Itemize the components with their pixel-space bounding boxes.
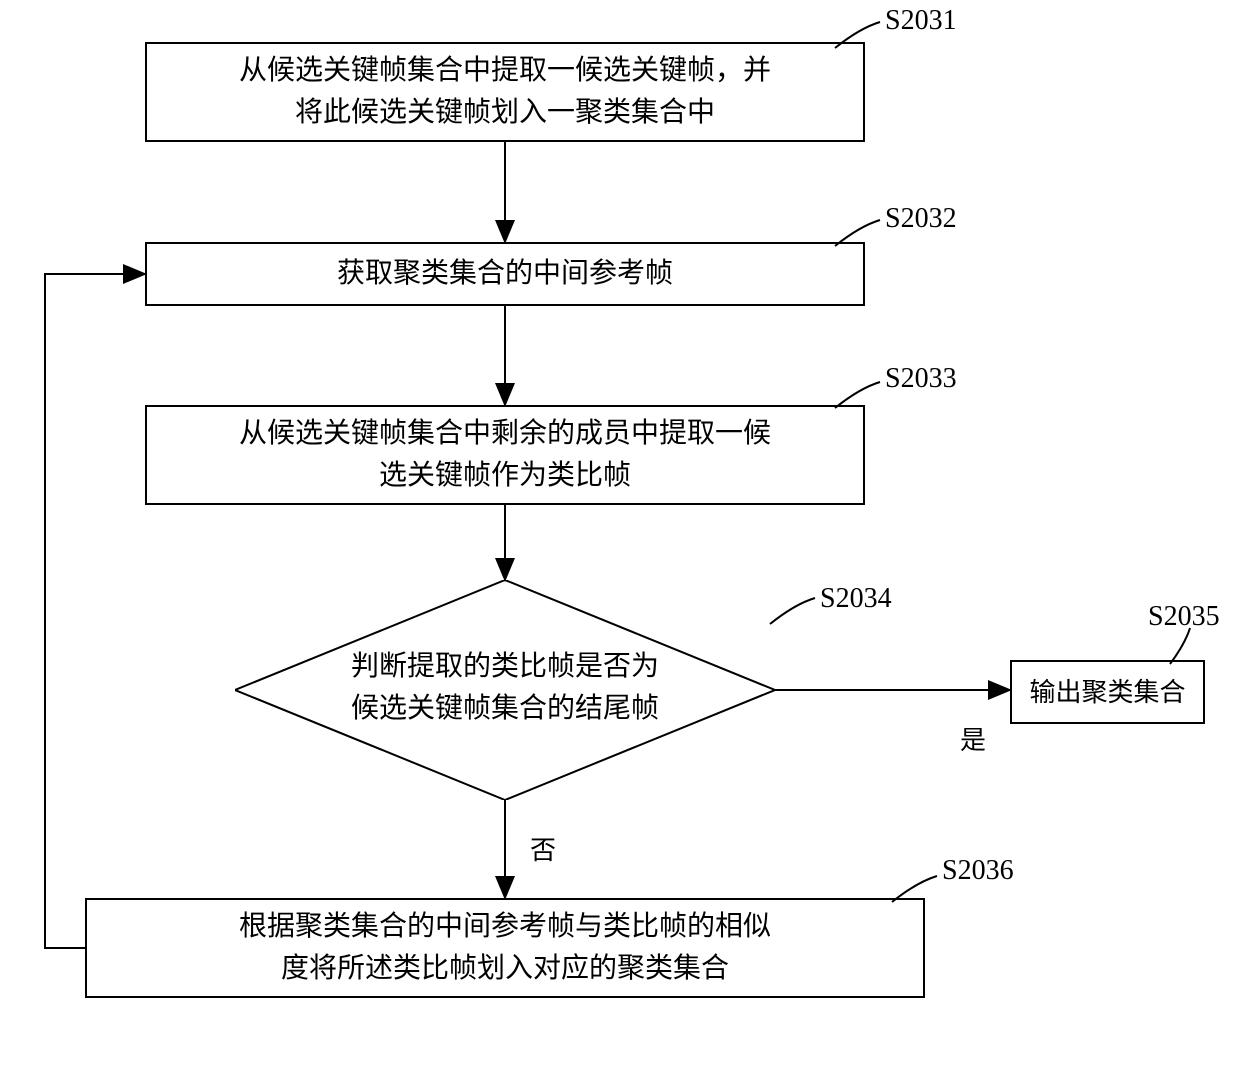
node-s2031: 从候选关键帧集合中提取一候选关键帧，并将此候选关键帧划入一聚类集合中 — [145, 42, 865, 142]
node-s2036-text: 根据聚类集合的中间参考帧与类比帧的相似度将所述类比帧划入对应的聚类集合 — [239, 906, 771, 990]
label-s2033: S2033 — [885, 363, 957, 395]
label-s2032: S2032 — [885, 203, 957, 235]
node-s2034: 判断提取的类比帧是否为候选关键帧集合的结尾帧 — [235, 580, 775, 800]
node-s2032-text: 获取聚类集合的中间参考帧 — [337, 253, 673, 295]
label-s2031: S2031 — [885, 5, 957, 37]
node-s2033-text: 从候选关键帧集合中剩余的成员中提取一候选关键帧作为类比帧 — [239, 413, 771, 497]
label-s2036: S2036 — [942, 855, 1014, 887]
node-s2033: 从候选关键帧集合中剩余的成员中提取一候选关键帧作为类比帧 — [145, 405, 865, 505]
flowchart-container: 从候选关键帧集合中提取一候选关键帧，并将此候选关键帧划入一聚类集合中 获取聚类集… — [0, 0, 1240, 1074]
node-s2035: 输出聚类集合 — [1010, 660, 1205, 724]
node-s2034-text: 判断提取的类比帧是否为候选关键帧集合的结尾帧 — [235, 646, 775, 730]
edge-label-no: 否 — [530, 830, 556, 867]
node-s2035-text: 输出聚类集合 — [1029, 673, 1185, 712]
node-s2036: 根据聚类集合的中间参考帧与类比帧的相似度将所述类比帧划入对应的聚类集合 — [85, 898, 925, 998]
node-s2031-text: 从候选关键帧集合中提取一候选关键帧，并将此候选关键帧划入一聚类集合中 — [239, 50, 771, 134]
label-s2035: S2035 — [1148, 601, 1220, 633]
edge-label-yes: 是 — [960, 720, 986, 757]
label-s2034: S2034 — [820, 583, 892, 615]
node-s2032: 获取聚类集合的中间参考帧 — [145, 242, 865, 306]
